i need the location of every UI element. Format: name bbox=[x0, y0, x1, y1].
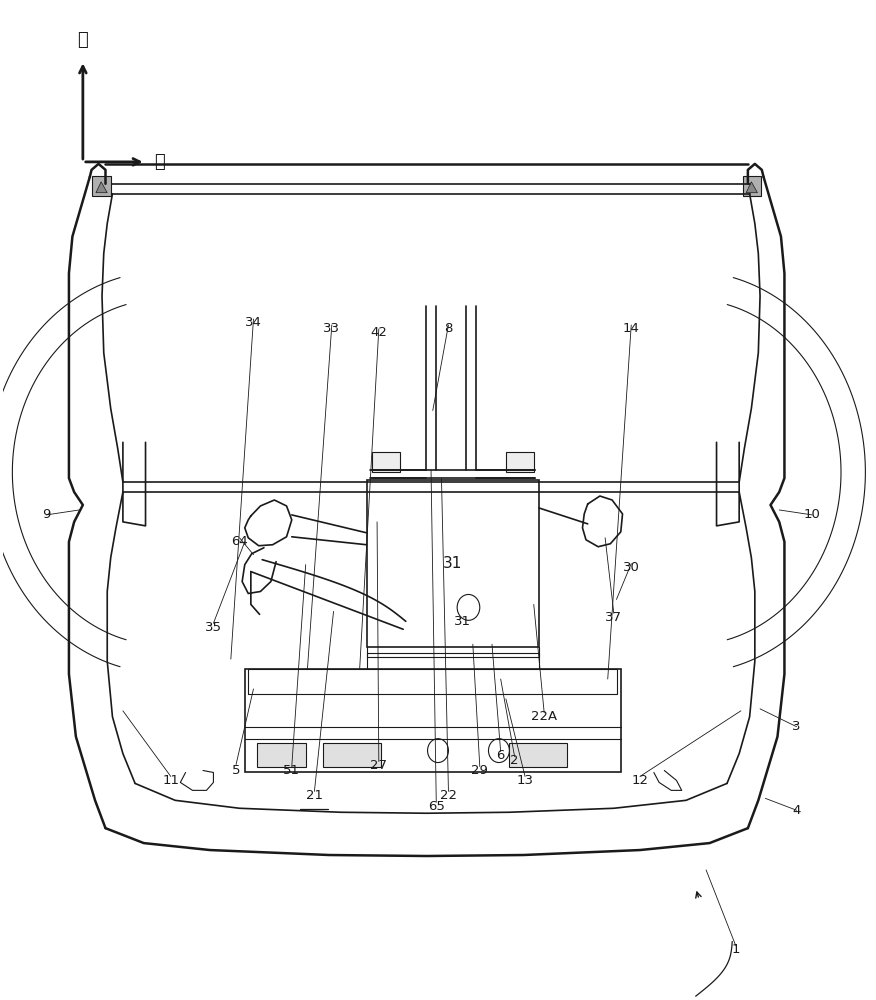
Bar bbox=[367, 480, 539, 647]
Text: 29: 29 bbox=[471, 764, 488, 777]
Text: 34: 34 bbox=[245, 316, 262, 329]
Text: 27: 27 bbox=[371, 759, 387, 772]
Text: 10: 10 bbox=[804, 508, 821, 521]
Bar bbox=[371, 452, 399, 472]
Bar bbox=[244, 669, 621, 772]
Text: 64: 64 bbox=[231, 535, 248, 548]
Text: 6: 6 bbox=[497, 749, 505, 762]
Text: 2: 2 bbox=[511, 754, 519, 767]
Text: 3: 3 bbox=[793, 720, 801, 733]
Text: 22A: 22A bbox=[531, 710, 557, 723]
Circle shape bbox=[457, 594, 480, 620]
Polygon shape bbox=[746, 182, 758, 193]
Text: 9: 9 bbox=[42, 508, 51, 521]
Text: 前: 前 bbox=[77, 31, 88, 49]
Bar bbox=[506, 452, 533, 472]
Polygon shape bbox=[743, 176, 761, 196]
Text: 37: 37 bbox=[605, 611, 622, 624]
Text: 14: 14 bbox=[623, 322, 639, 335]
Text: 31: 31 bbox=[454, 615, 471, 628]
Text: 22: 22 bbox=[440, 789, 457, 802]
Text: 11: 11 bbox=[162, 774, 180, 787]
Text: 42: 42 bbox=[371, 326, 387, 339]
Polygon shape bbox=[95, 182, 107, 193]
Text: 8: 8 bbox=[444, 322, 453, 335]
Text: 31: 31 bbox=[443, 556, 463, 571]
Text: 1: 1 bbox=[731, 943, 740, 956]
Text: 51: 51 bbox=[283, 764, 300, 777]
Polygon shape bbox=[93, 176, 110, 196]
Text: 65: 65 bbox=[427, 800, 445, 813]
Bar bbox=[257, 743, 306, 767]
Text: 35: 35 bbox=[205, 621, 222, 634]
Text: 13: 13 bbox=[517, 774, 533, 787]
Bar bbox=[509, 743, 567, 767]
Circle shape bbox=[489, 739, 509, 763]
Text: 21: 21 bbox=[306, 789, 323, 802]
Text: 4: 4 bbox=[793, 804, 801, 817]
Text: 30: 30 bbox=[623, 561, 639, 574]
Bar bbox=[323, 743, 380, 767]
Text: 5: 5 bbox=[232, 764, 240, 777]
Circle shape bbox=[427, 739, 449, 763]
Text: 33: 33 bbox=[323, 322, 340, 335]
Text: 左: 左 bbox=[154, 153, 165, 171]
Text: 12: 12 bbox=[632, 774, 648, 787]
Bar bbox=[367, 653, 539, 681]
